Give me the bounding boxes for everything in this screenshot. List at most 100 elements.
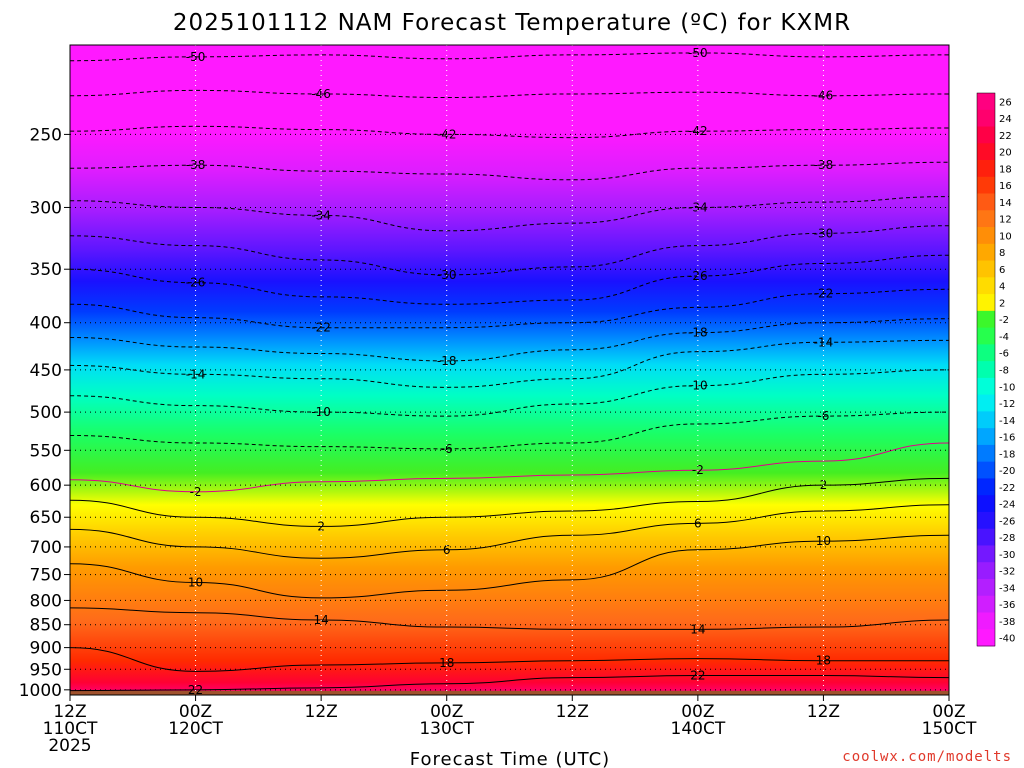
isotherm-label: -50 [688, 46, 708, 60]
colorbar-label: -24 [999, 500, 1015, 511]
isotherm-line [70, 339, 949, 388]
x-tick-label: 00Z [932, 702, 965, 722]
temperature-field [70, 45, 949, 695]
colorbar-label: 2 [999, 298, 1005, 309]
y-tick-label: 400 [30, 314, 62, 334]
colorbar-cell [977, 210, 995, 228]
colorbar-cell [977, 294, 995, 312]
y-tick-label: 1000 [19, 681, 62, 701]
y-tick-label: 350 [30, 260, 62, 280]
isotherm-label: -26 [688, 269, 708, 283]
isotherm-label: 6 [443, 543, 451, 557]
isotherm-line [70, 647, 949, 672]
x-tick-label: 12Z [53, 702, 86, 722]
colorbar-cell [977, 428, 995, 446]
isotherm-line [70, 288, 949, 329]
x-tick-label: 150CT [922, 719, 977, 739]
y-axis-pressure: 250 300 350 400 450 500 550 600 650 700 750 800 850 9… [19, 125, 70, 701]
colorbar-label: 10 [999, 231, 1012, 242]
colorbar-label: 20 [999, 148, 1012, 159]
isotherm-label: 14 [690, 622, 705, 636]
plot-area: -50 -50-46 -46-42 -42-38 -38-34-34-30-30-26-… [69, 44, 950, 696]
colorbar-cell [977, 394, 995, 412]
y-tick-label: 650 [30, 508, 62, 528]
isotherm-label: -30 [814, 226, 834, 240]
isotherm-label: -30 [437, 268, 457, 282]
colorbar-cell [977, 377, 995, 396]
colorbar-label: 14 [999, 198, 1012, 209]
colorbar-label: -6 [999, 349, 1009, 360]
colorbar-label: -26 [999, 516, 1015, 527]
x-tick-label: 110CT [43, 719, 98, 739]
isotherm-label: -10 [311, 405, 331, 419]
colorbar-label: -12 [999, 399, 1015, 410]
y-tick-label: 800 [30, 591, 62, 611]
colorbar-label: 6 [999, 265, 1005, 276]
isotherm-line [70, 254, 949, 305]
colorbar-cell [977, 495, 995, 513]
colorbar-label: -28 [999, 533, 1015, 544]
colorbar-label: -38 [999, 617, 1015, 628]
colorbar-label: -30 [999, 550, 1015, 561]
colorbar-label: 12 [999, 215, 1012, 226]
colorbar-label: -16 [999, 433, 1015, 444]
colorbar-cell [977, 411, 995, 429]
isotherm-label: -6 [441, 442, 453, 456]
isotherm-label: -14 [814, 335, 834, 349]
colorbar-label: -18 [999, 449, 1015, 460]
y-tick-label: 550 [30, 441, 62, 461]
isotherm-line [70, 477, 949, 527]
isotherm-layer: -50 -50-46 -46-42 -42-38 -38-34-34-30-30-26-… [70, 46, 949, 695]
colorbar-label: -8 [999, 366, 1009, 377]
colorbar-cell [977, 478, 995, 496]
isotherm-line [70, 89, 949, 98]
colorbar-label: -20 [999, 466, 1015, 477]
colorbar-cell [977, 227, 995, 245]
isotherm-line [70, 442, 949, 493]
colorbar-cell [977, 93, 995, 111]
x-tick-label: 12Z [556, 702, 589, 722]
x-tick-label: 12Z [807, 702, 840, 722]
colorbar-label: -4 [999, 332, 1009, 343]
colorbar-cell [977, 243, 995, 261]
x-tick-label: 140CT [671, 719, 726, 739]
colorbar-label: 8 [999, 248, 1005, 259]
isotherm-line [70, 675, 949, 692]
chart-title: 2025101112 NAM Forecast Temperature (ºC)… [173, 10, 851, 36]
colorbar-cell [977, 545, 995, 563]
colorbar-cell [977, 562, 995, 580]
isotherm-line [70, 196, 949, 232]
colorbar-label: -36 [999, 600, 1015, 611]
isotherm-line [70, 534, 949, 599]
colorbar-cell [977, 595, 995, 613]
credit-text: coolwx.com/modelts [842, 749, 1012, 765]
colorbar-cell [977, 327, 995, 345]
isotherm-label: -34 [688, 200, 708, 214]
isotherm-label: 14 [314, 613, 329, 627]
colorbar-label: -14 [999, 416, 1015, 427]
colorbar-label: 18 [999, 164, 1012, 175]
colorbar-label: 4 [999, 282, 1005, 293]
x-tick-label: 00Z [681, 702, 714, 722]
colorbar-label: -10 [999, 382, 1015, 393]
colorbar-label: 22 [999, 131, 1012, 142]
y-tick-label: 450 [30, 361, 62, 381]
colorbar-cell [977, 578, 995, 597]
isotherm-label: -22 [814, 287, 834, 301]
isotherm-label: -42 [688, 124, 708, 138]
isotherm-label: -26 [186, 276, 206, 290]
colorbar-label: -2 [999, 315, 1009, 326]
x-tick-label: 00Z [179, 702, 212, 722]
colorbar-label: -32 [999, 567, 1015, 578]
x-axis-title: Forecast Time (UTC) [410, 749, 610, 768]
isotherm-line [70, 411, 949, 450]
isotherm-label: -2 [190, 485, 202, 499]
colorbar-cell [977, 310, 995, 329]
colorbar-cell [977, 612, 995, 630]
y-tick-label: 300 [30, 198, 62, 218]
isotherm-label: 2 [317, 519, 325, 533]
colorbar-cell [977, 109, 995, 127]
colorbar-label: -40 [999, 634, 1015, 645]
